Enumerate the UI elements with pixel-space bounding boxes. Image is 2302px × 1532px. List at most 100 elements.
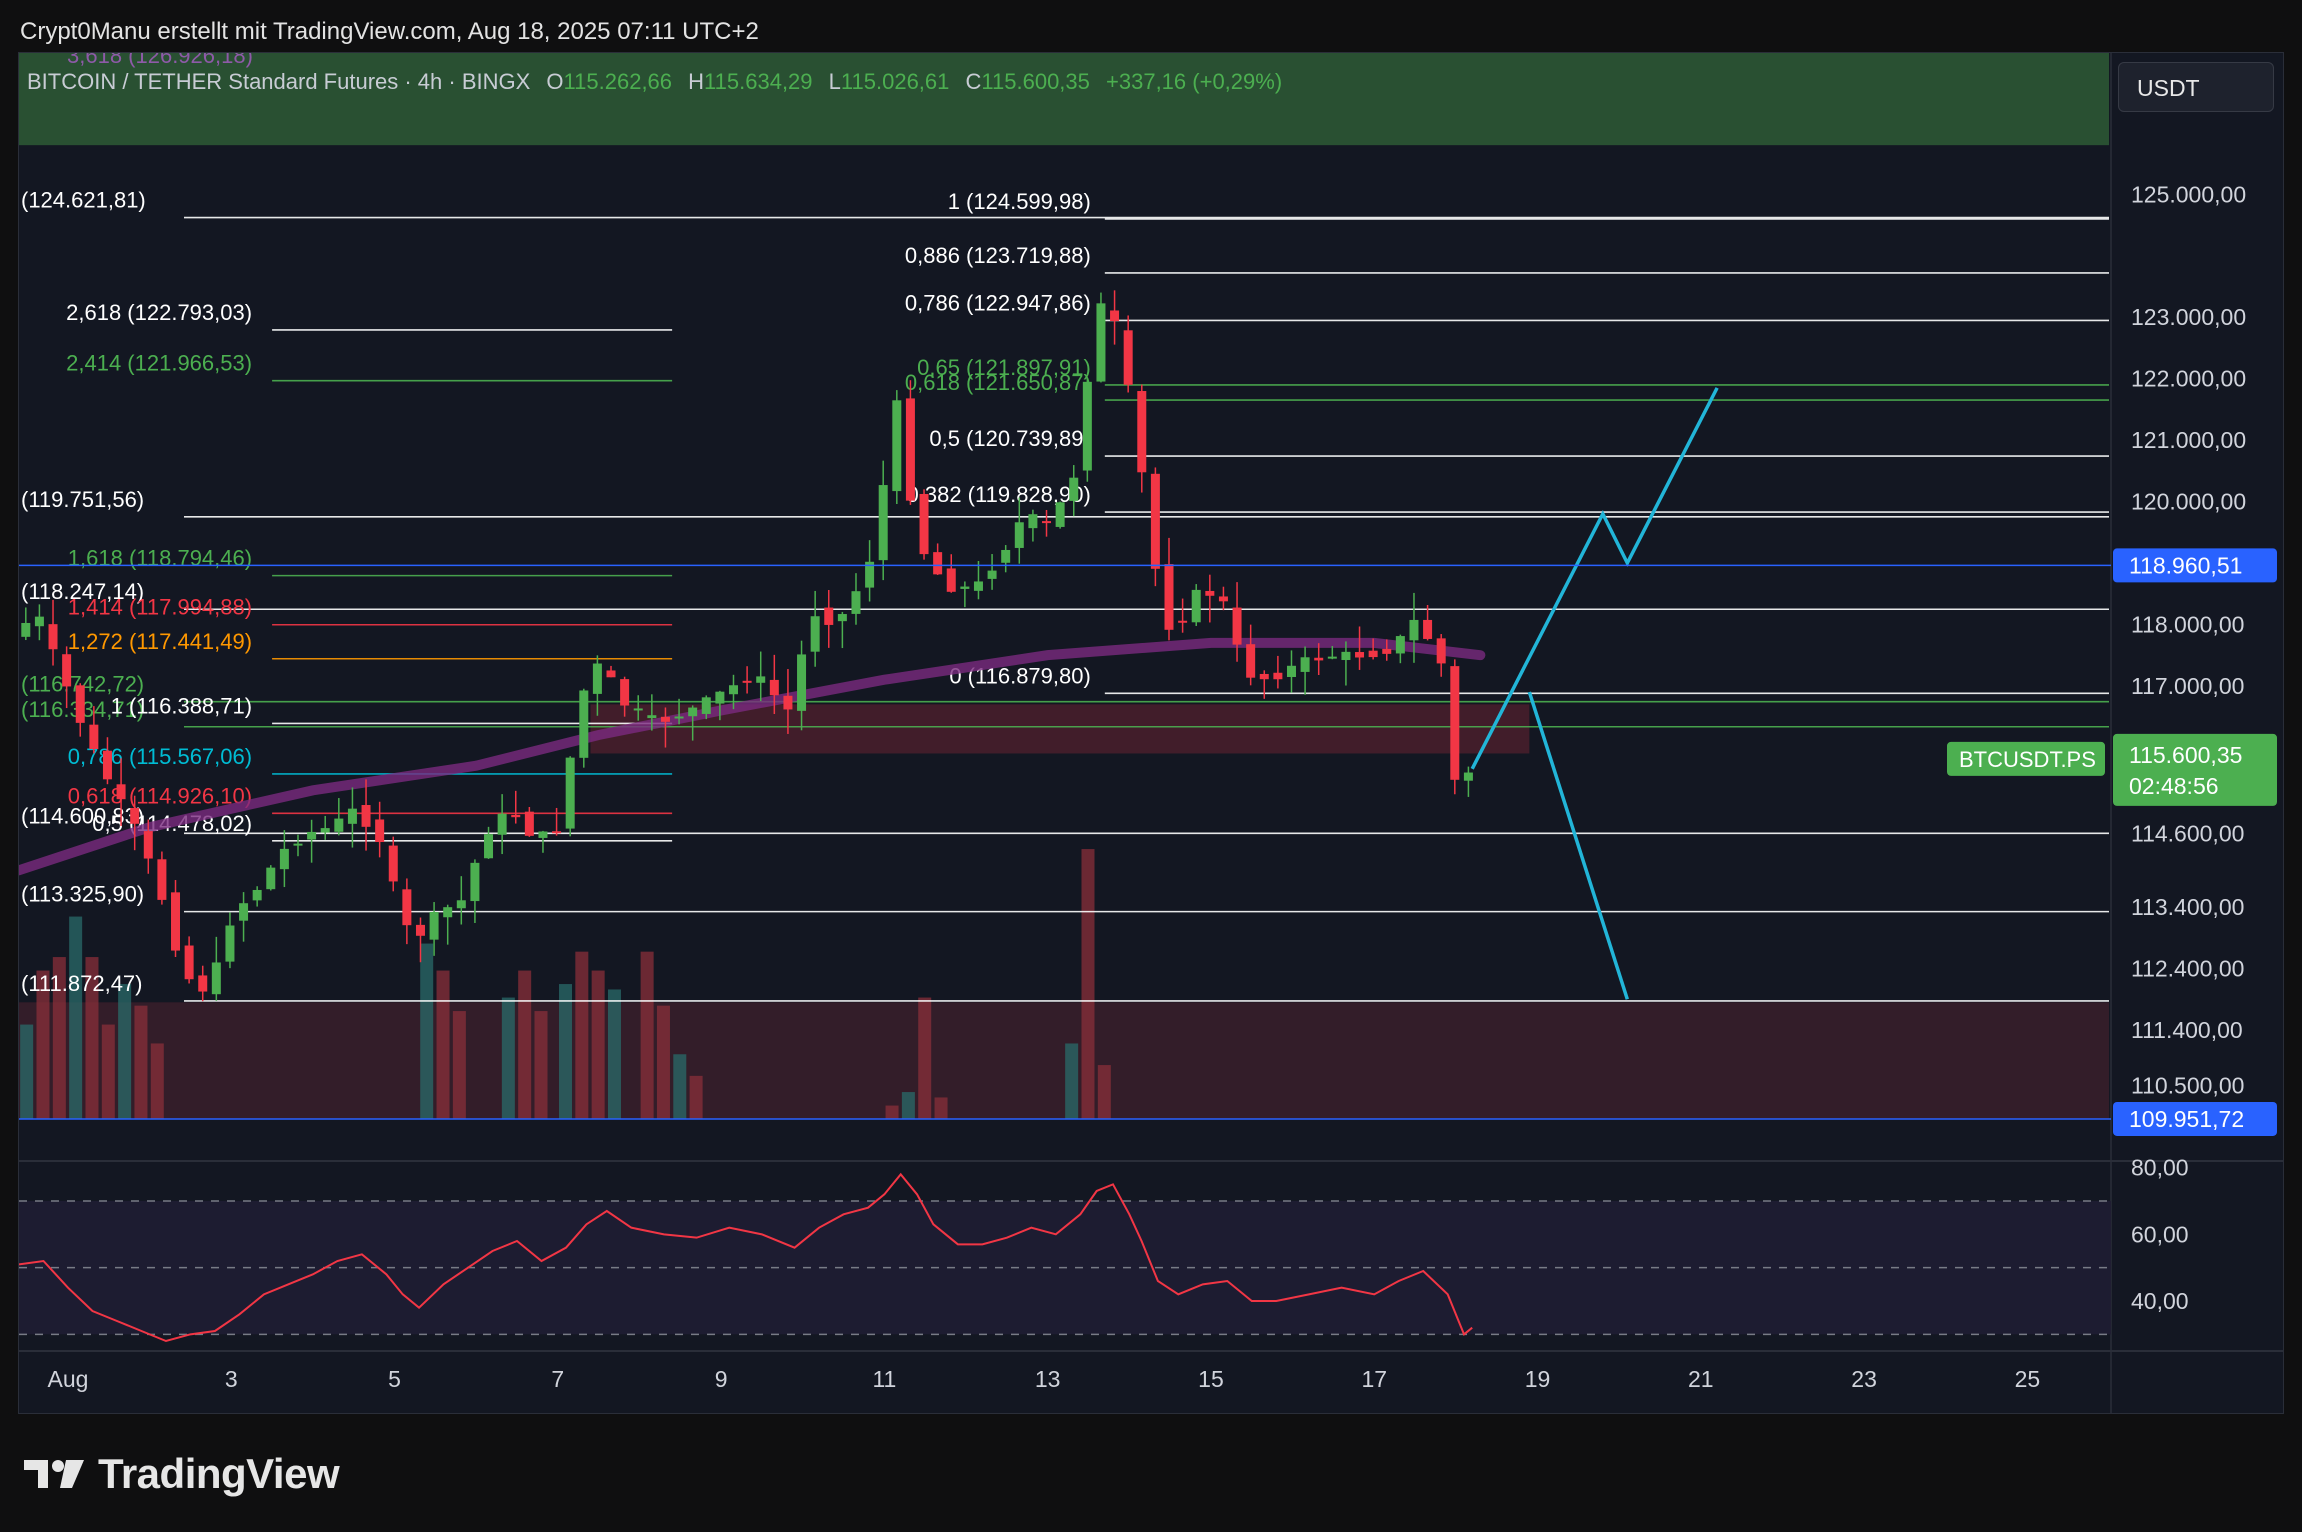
candle-body — [865, 561, 875, 588]
volume-bar — [640, 951, 654, 1120]
candle-body — [443, 907, 453, 918]
fib-level-label: (119.751,56) — [21, 487, 144, 512]
candle-body — [1450, 666, 1460, 780]
time-axis-tick: 23 — [1851, 1366, 1877, 1392]
candle-body — [89, 724, 99, 750]
candle-body — [1191, 589, 1201, 623]
volume-bar — [420, 943, 434, 1120]
candle-body — [361, 805, 371, 827]
candle-body — [1069, 477, 1079, 501]
price-chart[interactable]: (124.621,81) 1 (124.599,98) 0,886 (123.719… — [14, 43, 2283, 1413]
time-axis-tick: 19 — [1525, 1366, 1551, 1392]
time-axis: Aug 3 5 7 9 11 13 15 17 19 21 23 25 — [19, 1350, 2283, 1392]
candle-body — [375, 819, 385, 843]
fib-level-label: 0,886 (123.719,88) — [905, 243, 1091, 268]
candle-body — [973, 581, 983, 591]
fib-level-label: 1 (124.599,98) — [948, 189, 1091, 214]
candle-body — [1300, 657, 1310, 672]
price-marker-badge — [2113, 548, 2277, 583]
candle-body — [919, 493, 929, 555]
candle-body — [143, 831, 153, 859]
candle-body — [878, 485, 888, 561]
fib-level-label: (118.247,14) — [21, 579, 144, 604]
candles-layer — [21, 290, 1473, 1002]
candle-body — [837, 614, 847, 622]
fib-level-label: 2,414 (121.966,53) — [66, 351, 252, 376]
price-axis-tick: 111.400,00 — [2131, 1017, 2243, 1043]
time-axis-tick: Aug — [48, 1366, 89, 1392]
fib-level-label: (114.600,83) — [21, 803, 144, 828]
candle-body — [946, 568, 956, 592]
volume-bar — [1065, 1043, 1079, 1120]
time-axis-tick: 3 — [225, 1366, 238, 1392]
candle-body — [1178, 620, 1188, 623]
chart-header: Crypt0Manu erstellt mit TradingView.com,… — [20, 18, 759, 45]
tradingview-logo[interactable]: TradingView — [22, 1450, 340, 1498]
candle-body — [579, 690, 589, 758]
candle-body — [674, 716, 684, 719]
candle-body — [402, 889, 412, 926]
legend-symbol: BITCOIN / TETHER Standard Futures · 4h ·… — [27, 69, 531, 94]
candle-body — [742, 680, 752, 683]
volume-bar — [689, 1075, 703, 1120]
fib-level-label: 0,618 (114.926,10) — [68, 783, 252, 808]
legend-close: 115.600,35 — [981, 69, 1089, 94]
candle-body — [905, 398, 915, 501]
projection-path-up — [1470, 387, 1719, 770]
price-axis-tick: 114.600,00 — [2131, 820, 2244, 846]
volume-bar — [52, 957, 66, 1120]
countdown-label: 02:48:56 — [2129, 773, 2219, 799]
fib-level-label: 0,786 (115.567,06) — [68, 744, 252, 769]
candle-body — [688, 707, 698, 717]
candle-body — [633, 708, 643, 711]
price-axis-tick: 123.000,00 — [2131, 304, 2246, 330]
time-axis-tick: 21 — [1688, 1366, 1714, 1392]
time-axis-tick: 5 — [388, 1366, 401, 1392]
volume-bar — [607, 989, 621, 1120]
candle-body — [484, 834, 494, 859]
volume-bar — [934, 1097, 948, 1120]
volume-bar — [436, 970, 450, 1120]
candle-body — [429, 911, 439, 940]
legend-change: +337,16 (+0,29%) — [1106, 69, 1282, 94]
candle-body — [960, 586, 970, 589]
candle-body — [701, 697, 711, 714]
candle-body — [1286, 665, 1296, 678]
candle-body — [1014, 522, 1024, 548]
candle-body — [279, 848, 289, 870]
volume-bar — [20, 1024, 34, 1120]
candle-body — [1096, 303, 1106, 382]
candle-body — [184, 945, 194, 980]
candle-body — [592, 663, 602, 694]
volume-bar — [656, 1005, 670, 1120]
volume-bar — [85, 957, 99, 1120]
candle-body — [1042, 521, 1052, 524]
legend-low: 115.026,61 — [841, 69, 949, 94]
candle-body — [171, 892, 181, 951]
candle-body — [824, 607, 834, 625]
candle-body — [1218, 596, 1228, 602]
candle-body — [538, 831, 548, 838]
volume-bar — [150, 1043, 164, 1120]
currency-button[interactable]: USDT — [2118, 62, 2274, 112]
candle-body — [239, 903, 249, 921]
candle-body — [810, 616, 820, 652]
chart-frame[interactable]: (124.621,81) 1 (124.599,98) 0,886 (123.719… — [14, 43, 2284, 1414]
rsi-axis-tick: 60,00 — [2131, 1221, 2189, 1247]
fib-level-label: (113.325,90) — [21, 882, 144, 907]
candle-body — [252, 889, 262, 901]
candle-body — [48, 624, 58, 650]
candle-body — [769, 679, 779, 696]
candle-body — [1273, 672, 1283, 680]
price-axis-background — [2111, 53, 2283, 1413]
candle-body — [987, 570, 997, 579]
candle-body — [347, 808, 357, 824]
time-axis-tick: 25 — [2015, 1366, 2041, 1392]
volume-layer — [20, 849, 1111, 1120]
price-axis-layer: 125.000,00 123.000,00 122.000,00 121.000,00… — [19, 53, 2283, 1413]
rsi-axis-tick: 80,00 — [2131, 1155, 2189, 1181]
volume-bar — [591, 970, 605, 1120]
symbol-tag-label: BTCUSDT.PS — [1959, 747, 2096, 772]
price-axis-tick: 121.000,00 — [2131, 427, 2246, 453]
candle-body — [1001, 549, 1011, 563]
